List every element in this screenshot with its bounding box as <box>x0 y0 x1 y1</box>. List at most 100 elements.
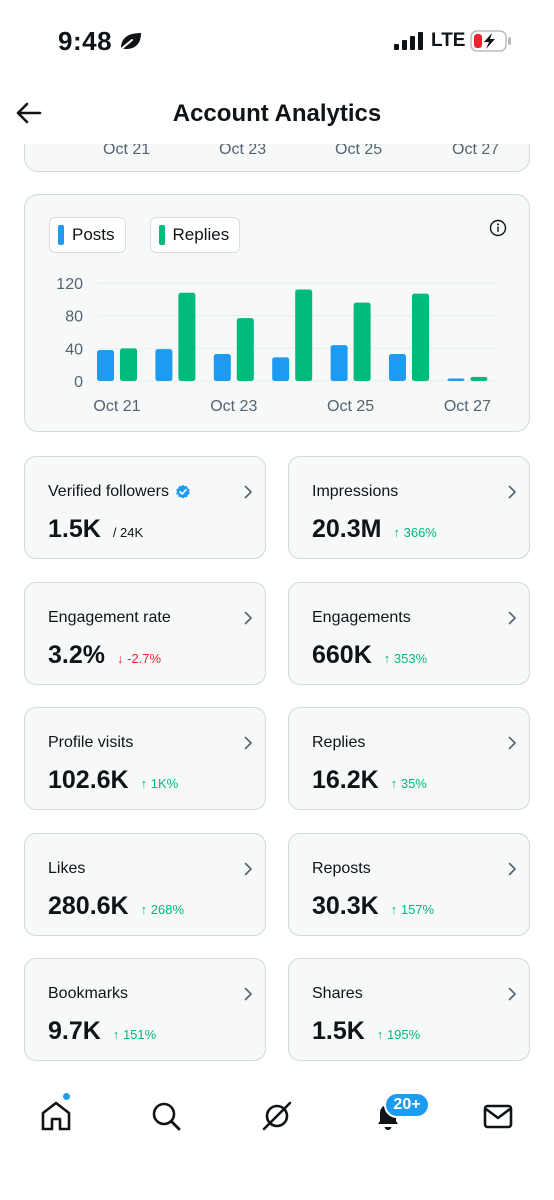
metric-value: 3.2% <box>48 640 105 669</box>
metric-change-value: 195% <box>386 1027 421 1042</box>
battery-charging-icon <box>470 30 511 52</box>
nav-messages[interactable] <box>480 1098 516 1134</box>
metric-value-row: 280.6K ↑ 268% <box>48 892 184 921</box>
metric-label-text: Engagements <box>312 608 411 626</box>
metric-label-text: Impressions <box>312 483 399 500</box>
metric-card[interactable]: Verified followers 1.5K / 24K <box>24 456 266 559</box>
metric-card[interactable]: Shares 1.5K ↑ 195% <box>288 958 530 1061</box>
metric-value-row: 1.5K ↑ 195% <box>312 1017 420 1046</box>
arrow-up-icon: ↑ <box>376 1027 387 1042</box>
arrow-up-icon: ↑ <box>140 776 151 791</box>
home-notification-dot <box>62 1092 71 1101</box>
metric-label: Verified followers <box>48 483 191 501</box>
metric-change-value: 353% <box>393 650 428 666</box>
replies-bar <box>412 293 429 381</box>
metric-label-text: Verified followers <box>48 483 169 500</box>
previous-tick-label: Oct 27 <box>452 144 500 158</box>
y-tick-label: 40 <box>65 341 83 358</box>
previous-tick-label: Oct 25 <box>335 144 383 158</box>
chevron-right-icon <box>508 736 516 750</box>
metric-value: 16.2K <box>312 766 379 794</box>
legend-posts-swatch <box>58 225 64 245</box>
legend-posts-label: Posts <box>72 225 115 244</box>
metric-value-row: 102.6K ↑ 1K% <box>48 766 178 795</box>
legend-replies-label: Replies <box>172 225 230 244</box>
metric-card[interactable]: Engagement rate 3.2% ↓ -2.7% <box>24 581 266 685</box>
metric-value: 9.7K <box>48 1017 101 1045</box>
posts-bar <box>272 357 290 381</box>
previous-tick-label: Oct 23 <box>219 144 267 158</box>
metric-change: ↑ 151% <box>113 1027 156 1042</box>
metric-card[interactable]: Replies 16.2K ↑ 35% <box>288 707 530 810</box>
metric-card[interactable]: Reposts 30.3K ↑ 157% <box>288 832 530 936</box>
verified-badge-icon <box>176 484 190 499</box>
arrow-up-icon: ↑ <box>383 650 394 666</box>
nav-search[interactable] <box>148 1098 184 1134</box>
metric-label: Likes <box>48 860 85 878</box>
metric-change: ↑ 195% <box>377 1027 420 1042</box>
legend-posts[interactable]: Posts <box>49 217 126 253</box>
notifications-badge: 20+ <box>384 1092 430 1118</box>
status-time: 9:48 <box>58 26 113 56</box>
chevron-right-icon <box>244 611 252 624</box>
metric-label-text: Shares <box>312 985 363 1002</box>
metric-change: ↑ 353% <box>384 651 427 666</box>
chevron-right-icon <box>508 611 516 624</box>
metric-label: Replies <box>312 734 365 752</box>
metric-label-text: Replies <box>312 734 366 751</box>
posts-bar <box>389 354 406 381</box>
metric-card[interactable]: Bookmarks 9.7K ↑ 151% <box>24 958 266 1061</box>
metric-change: ↑ 35% <box>391 776 427 791</box>
bottom-nav: 20+ <box>0 1080 554 1160</box>
metric-label: Engagement rate <box>48 609 171 627</box>
legend-replies[interactable]: Replies <box>149 217 241 253</box>
replies-bar <box>470 376 488 381</box>
metric-value-row: 16.2K ↑ 35% <box>312 766 427 795</box>
metric-card[interactable]: Likes 280.6K ↑ 268% <box>24 832 266 936</box>
metric-label-text: Reposts <box>312 859 371 877</box>
metric-change-value: 1K% <box>150 776 179 791</box>
metric-change: ↑ 366% <box>393 525 436 540</box>
metric-card[interactable]: Impressions 20.3M ↑ 366% <box>288 456 530 559</box>
metric-change-value: 366% <box>403 525 437 540</box>
arrow-left-icon[interactable] <box>14 98 44 128</box>
metric-value-row: 20.3M ↑ 366% <box>312 515 437 544</box>
metric-value: 1.5K <box>48 515 101 543</box>
metric-value-row: 9.7K ↑ 151% <box>48 1017 156 1046</box>
replies-bar <box>178 292 196 381</box>
x-tick-label: Oct 21 <box>93 398 140 415</box>
posts-bar <box>213 354 231 381</box>
metric-label: Reposts <box>312 860 371 878</box>
nav-grok[interactable] <box>259 1098 295 1134</box>
nav-home[interactable] <box>38 1098 74 1134</box>
signal-icon <box>394 32 423 50</box>
arrow-up-icon: ↑ <box>390 776 401 791</box>
chart-legend: Posts Replies <box>49 217 241 253</box>
previous-chart-ticks: Oct 21 Oct 23 Oct 25 Oct 27 <box>25 144 529 161</box>
metric-change: ↑ 157% <box>391 902 434 917</box>
replies-bar <box>295 289 313 381</box>
chevron-right-icon <box>244 987 252 1001</box>
posts-bar <box>155 349 173 381</box>
metric-label: Impressions <box>312 483 398 501</box>
metric-card[interactable]: Profile visits 102.6K ↑ 1K% <box>24 707 266 810</box>
posts-bar <box>447 378 465 381</box>
home-icon <box>41 1101 71 1131</box>
replies-bar <box>353 302 371 381</box>
metric-card[interactable]: Engagements 660K ↑ 353% <box>288 581 530 685</box>
metric-value: 1.5K <box>312 1017 365 1045</box>
analytics-content[interactable]: Oct 21 Oct 23 Oct 25 Oct 27 0 40 80 120 Oct … <box>0 144 554 1064</box>
arrow-up-icon: ↑ <box>140 901 151 917</box>
x-tick-label: Oct 27 <box>444 398 491 415</box>
metric-label: Engagements <box>312 609 411 627</box>
page-title: Account Analytics <box>172 100 382 127</box>
metric-label: Bookmarks <box>48 985 128 1003</box>
metric-value-row: 3.2% ↓ -2.7% <box>48 641 161 670</box>
metric-value: 280.6K <box>48 891 129 920</box>
info-icon[interactable] <box>489 219 507 237</box>
metric-change-value: -2.7% <box>127 650 162 666</box>
x-tick-label: Oct 23 <box>210 398 257 415</box>
arrow-up-icon: ↑ <box>393 525 404 540</box>
metric-label: Shares <box>312 985 363 1003</box>
previous-tick-label: Oct 21 <box>103 144 151 158</box>
